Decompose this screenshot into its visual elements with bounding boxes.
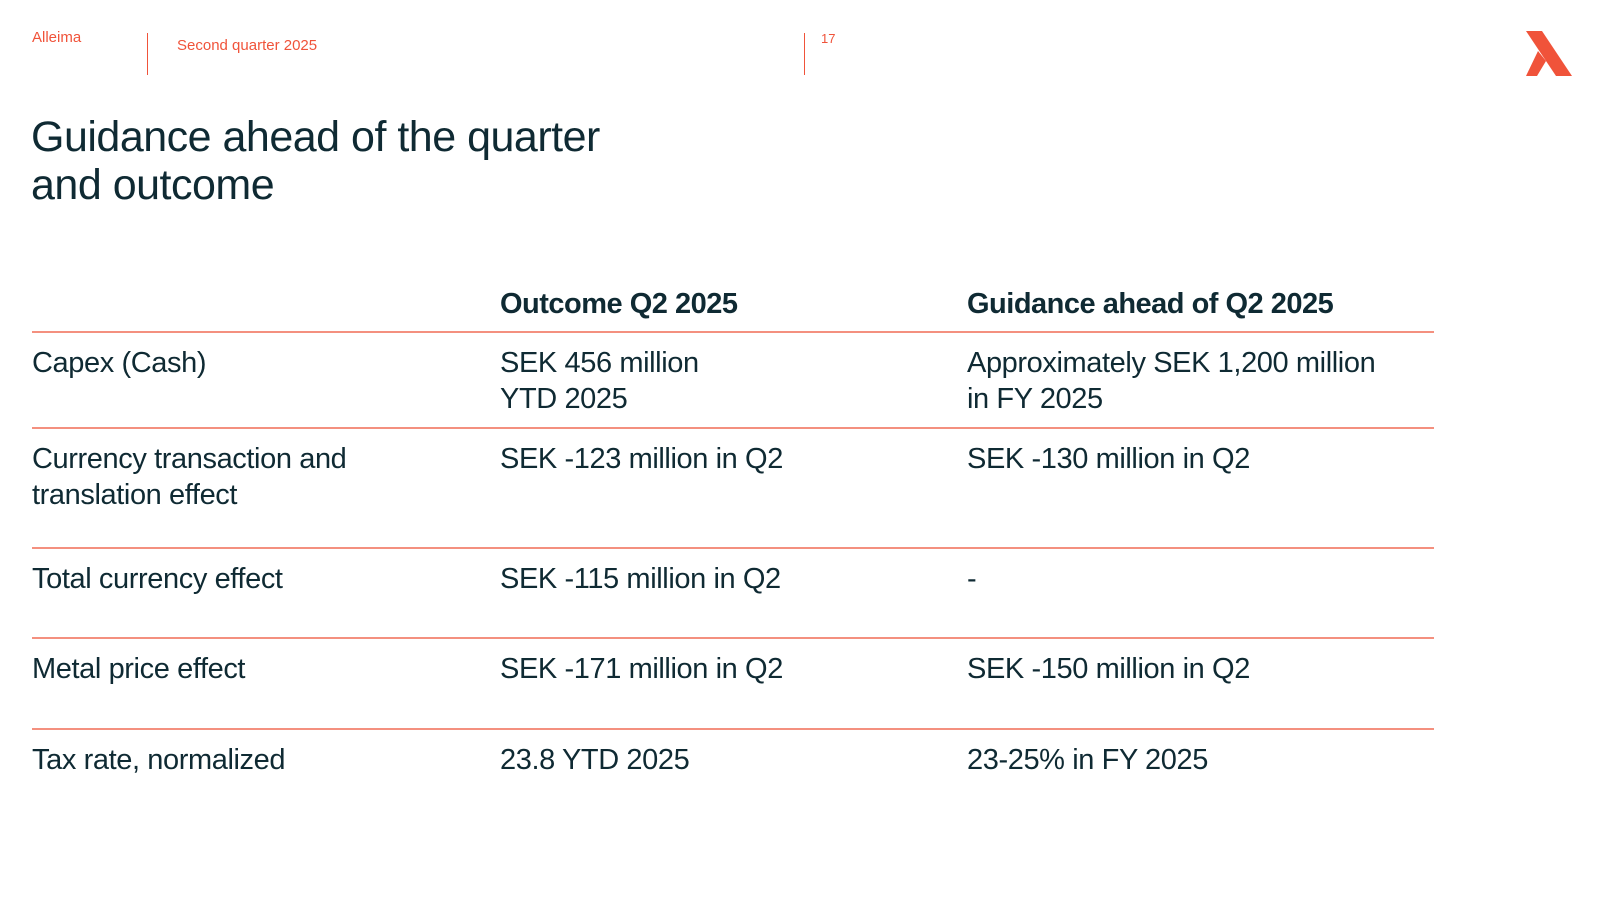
row-label: Tax rate, normalized: [32, 729, 500, 792]
page-number: 17: [821, 31, 836, 46]
table-row: Tax rate, normalized 23.8 YTD 2025 23-25…: [32, 729, 1434, 792]
outcome-cell: SEK -171 million in Q2: [500, 638, 967, 730]
cell-line: SEK -123 million in Q2: [500, 443, 783, 475]
row-label: Currency transaction and translation eff…: [32, 428, 500, 549]
outcome-cell: SEK -115 million in Q2: [500, 548, 967, 639]
cell-line: SEK 456 million: [500, 347, 699, 379]
guidance-cell: SEK -150 million in Q2: [967, 638, 1434, 730]
cell-line: SEK -171 million in Q2: [500, 653, 783, 685]
outcome-cell: SEK 456 million YTD 2025: [500, 332, 967, 429]
brand-name: Alleima: [32, 29, 82, 46]
alleima-logo-icon: [1526, 31, 1572, 76]
row-label: Total currency effect: [32, 548, 500, 639]
page-title: Guidance ahead of the quarter and outcom…: [31, 113, 791, 209]
table-row: Metal price effect SEK -171 million in Q…: [32, 638, 1434, 730]
row-label: Metal price effect: [32, 638, 500, 730]
outcome-cell: SEK -123 million in Q2: [500, 428, 967, 549]
cell-line: YTD 2025: [500, 383, 628, 415]
column-header-guidance: Guidance ahead of Q2 2025: [967, 288, 1434, 333]
guidance-cell: 23-25% in FY 2025: [967, 729, 1434, 792]
cell-line: 23-25% in FY 2025: [967, 744, 1208, 776]
header-divider: [147, 33, 148, 75]
row-label: Capex (Cash): [32, 332, 500, 429]
cell-line: Total currency effect: [32, 563, 283, 595]
table-row: Currency transaction and translation eff…: [32, 428, 1434, 549]
cell-line: -: [967, 563, 977, 595]
column-header-outcome: Outcome Q2 2025: [500, 288, 967, 333]
header-divider: [804, 33, 805, 75]
outcome-cell: 23.8 YTD 2025: [500, 729, 967, 792]
guidance-cell: -: [967, 548, 1434, 639]
cell-line: Capex (Cash): [32, 347, 207, 379]
table-row: Total currency effect SEK -115 million i…: [32, 548, 1434, 639]
table-row: Capex (Cash) SEK 456 million YTD 2025 Ap…: [32, 332, 1434, 429]
cell-line: Currency transaction and: [32, 443, 347, 475]
cell-line: SEK -115 million in Q2: [500, 563, 781, 595]
cell-line: translation effect: [32, 479, 238, 511]
cell-line: SEK -130 million in Q2: [967, 443, 1250, 475]
cell-line: in FY 2025: [967, 383, 1103, 415]
cell-line: Tax rate, normalized: [32, 744, 286, 776]
cell-line: 23.8 YTD 2025: [500, 744, 690, 776]
table-header-row: Outcome Q2 2025 Guidance ahead of Q2 202…: [32, 288, 1434, 333]
title-line: Guidance ahead of the quarter: [31, 113, 600, 161]
guidance-cell: Approximately SEK 1,200 million in FY 20…: [967, 332, 1434, 429]
guidance-table: Outcome Q2 2025 Guidance ahead of Q2 202…: [32, 288, 1434, 792]
column-header-label: [32, 288, 500, 333]
report-period: Second quarter 2025: [177, 37, 318, 54]
cell-line: Approximately SEK 1,200 million: [967, 347, 1376, 379]
title-line: and outcome: [31, 161, 275, 209]
cell-line: Metal price effect: [32, 653, 246, 685]
guidance-cell: SEK -130 million in Q2: [967, 428, 1434, 549]
cell-line: SEK -150 million in Q2: [967, 653, 1250, 685]
